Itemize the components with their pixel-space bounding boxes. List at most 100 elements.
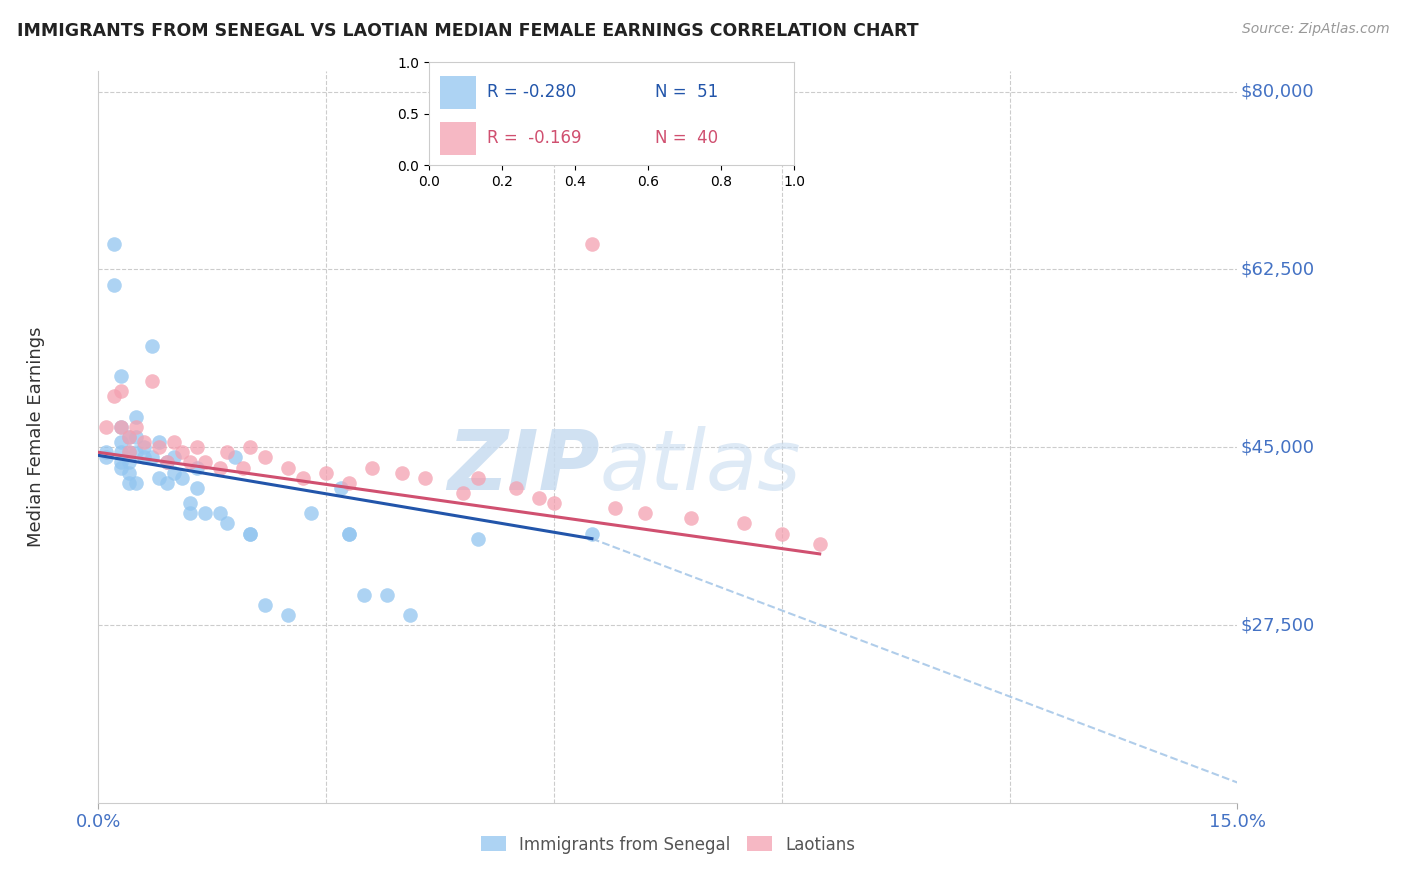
Point: [194, 455, 217, 469]
Text: $45,000: $45,000: [1240, 438, 1315, 456]
Point: [217, 516, 239, 531]
Point: [110, 369, 132, 384]
Point: [239, 526, 262, 541]
Point: [110, 445, 132, 459]
Point: [118, 455, 141, 469]
Point: [118, 430, 141, 444]
Point: [179, 506, 201, 520]
Point: [543, 496, 565, 510]
Point: [208, 506, 231, 520]
Text: R = -0.280: R = -0.280: [488, 83, 576, 101]
Point: [277, 460, 299, 475]
Point: [254, 598, 277, 612]
Text: $62,500: $62,500: [1240, 260, 1315, 278]
Point: [208, 460, 231, 475]
Point: [733, 516, 755, 531]
Point: [353, 588, 375, 602]
Point: [277, 607, 299, 622]
Point: [94, 445, 117, 459]
Point: [224, 450, 246, 465]
Point: [163, 435, 186, 450]
Point: [163, 450, 186, 465]
Text: $80,000: $80,000: [1240, 83, 1315, 101]
Point: [132, 450, 155, 465]
Legend: Immigrants from Senegal, Laotians: Immigrants from Senegal, Laotians: [474, 829, 862, 860]
Text: Median Female Earnings: Median Female Earnings: [27, 326, 45, 548]
Point: [217, 445, 239, 459]
Point: [170, 445, 193, 459]
Point: [330, 481, 353, 495]
Point: [254, 450, 277, 465]
Point: [581, 237, 603, 252]
Point: [232, 460, 254, 475]
Point: [186, 440, 208, 454]
Point: [110, 384, 132, 399]
Point: [125, 409, 148, 424]
Point: [679, 511, 702, 525]
Point: [292, 471, 315, 485]
Point: [467, 471, 489, 485]
Point: [808, 537, 831, 551]
Text: $27,500: $27,500: [1240, 616, 1315, 634]
Point: [179, 496, 201, 510]
Point: [125, 430, 148, 444]
Point: [118, 475, 141, 490]
Point: [467, 532, 489, 546]
Point: [110, 420, 132, 434]
Point: [118, 430, 141, 444]
Point: [170, 471, 193, 485]
Point: [186, 460, 208, 475]
Point: [505, 481, 527, 495]
Point: [118, 445, 141, 459]
Bar: [440, 76, 477, 109]
Point: [186, 481, 208, 495]
Point: [398, 607, 420, 622]
Point: [94, 420, 117, 434]
Point: [337, 526, 360, 541]
Point: [103, 237, 125, 252]
Text: N =  40: N = 40: [655, 129, 718, 147]
Point: [110, 455, 132, 469]
Text: R =  -0.169: R = -0.169: [488, 129, 582, 147]
Point: [337, 475, 360, 490]
Point: [148, 471, 170, 485]
Text: IMMIGRANTS FROM SENEGAL VS LAOTIAN MEDIAN FEMALE EARNINGS CORRELATION CHART: IMMIGRANTS FROM SENEGAL VS LAOTIAN MEDIA…: [17, 22, 918, 40]
Point: [94, 450, 117, 465]
Point: [156, 475, 179, 490]
Point: [141, 338, 163, 352]
Point: [194, 506, 217, 520]
Point: [299, 506, 322, 520]
Point: [148, 435, 170, 450]
Point: [125, 475, 148, 490]
Point: [360, 460, 382, 475]
Point: [239, 526, 262, 541]
Point: [770, 526, 793, 541]
Point: [527, 491, 550, 505]
Point: [156, 455, 179, 469]
Point: [391, 466, 413, 480]
Point: [337, 526, 360, 541]
Point: [179, 455, 201, 469]
Point: [125, 445, 148, 459]
Point: [103, 389, 125, 403]
Bar: [440, 122, 477, 155]
Point: [118, 445, 141, 459]
Point: [603, 501, 626, 516]
Point: [239, 440, 262, 454]
Point: [148, 440, 170, 454]
Point: [315, 466, 337, 480]
Point: [581, 526, 603, 541]
Text: ZIP: ZIP: [447, 425, 599, 507]
Point: [451, 486, 474, 500]
Text: Source: ZipAtlas.com: Source: ZipAtlas.com: [1241, 22, 1389, 37]
Text: atlas: atlas: [599, 425, 801, 507]
Point: [125, 420, 148, 434]
Point: [634, 506, 657, 520]
Point: [132, 440, 155, 454]
Point: [156, 455, 179, 469]
Point: [163, 466, 186, 480]
Point: [110, 435, 132, 450]
Point: [110, 420, 132, 434]
Point: [413, 471, 436, 485]
Text: N =  51: N = 51: [655, 83, 718, 101]
